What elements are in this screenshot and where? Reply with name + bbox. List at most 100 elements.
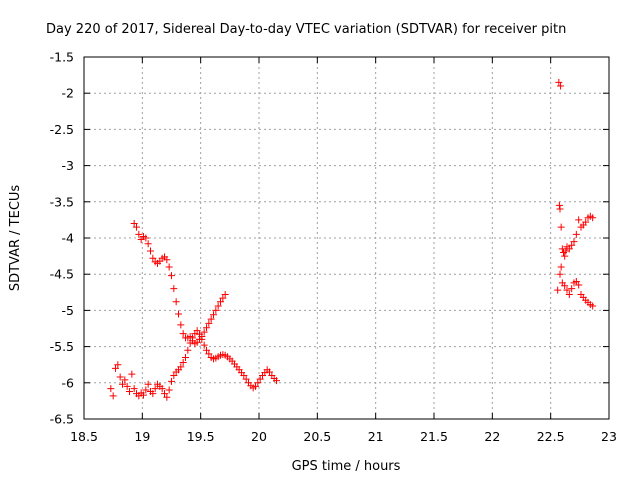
- data-point: [119, 380, 126, 388]
- data-point: [565, 245, 573, 253]
- data-point: [203, 346, 210, 354]
- grid-lines: [84, 57, 609, 419]
- data-point: [186, 332, 194, 340]
- x-tick-label: 21: [368, 429, 384, 444]
- data-point: [200, 328, 208, 336]
- data-point: [556, 205, 564, 213]
- data-point: [256, 375, 264, 383]
- data-point: [149, 390, 157, 398]
- data-points: [107, 78, 597, 401]
- data-point: [107, 385, 115, 393]
- data-point: [170, 372, 178, 380]
- data-point: [198, 332, 206, 340]
- data-point: [133, 223, 140, 231]
- data-point: [175, 310, 182, 318]
- data-series: [130, 220, 229, 348]
- data-point: [575, 216, 583, 224]
- x-tick-label: 18.5: [70, 429, 98, 444]
- data-point: [561, 252, 569, 260]
- data-point: [177, 363, 185, 371]
- data-point: [168, 272, 175, 280]
- data-point: [172, 298, 180, 306]
- data-point: [555, 201, 563, 209]
- data-point: [254, 379, 262, 387]
- data-point: [562, 247, 570, 255]
- x-tick-label: 20: [251, 429, 267, 444]
- data-point: [568, 285, 576, 293]
- data-point: [179, 330, 187, 338]
- data-point: [557, 223, 565, 231]
- y-tick-label: -5.5: [50, 339, 74, 354]
- data-point: [135, 230, 143, 238]
- data-point: [130, 220, 138, 228]
- data-point: [217, 298, 224, 306]
- data-point: [144, 380, 152, 388]
- data-point: [142, 234, 150, 242]
- data-point: [121, 376, 129, 384]
- data-point: [207, 315, 215, 323]
- y-tick-label: -2: [62, 86, 74, 101]
- data-point: [555, 78, 563, 86]
- data-point: [572, 277, 580, 285]
- data-series: [107, 327, 280, 401]
- y-axis-label: SDTVAR / TECUs: [8, 185, 23, 292]
- data-point: [242, 375, 250, 383]
- data-point: [114, 361, 122, 369]
- y-tick-label: -5: [62, 303, 74, 318]
- data-point: [116, 373, 124, 381]
- data-point: [151, 385, 159, 393]
- data-point: [163, 393, 171, 401]
- y-tick-label: -4.5: [50, 267, 74, 282]
- data-point: [589, 302, 597, 310]
- data-point: [563, 286, 571, 294]
- data-point: [165, 386, 173, 394]
- data-point: [168, 377, 175, 385]
- data-point: [558, 245, 566, 253]
- data-point: [130, 385, 138, 393]
- x-axis-label: GPS time / hours: [292, 459, 401, 474]
- x-tick-label: 23: [601, 429, 617, 444]
- data-point: [554, 286, 562, 294]
- data-series: [554, 78, 597, 310]
- data-point: [589, 214, 597, 222]
- y-tick-label: -6.5: [50, 412, 74, 427]
- x-tick-label: 22.5: [537, 429, 565, 444]
- y-tick-label: -4: [62, 231, 75, 246]
- y-tick-label: -2.5: [50, 122, 74, 137]
- data-point: [582, 218, 590, 226]
- y-tick-label: -3.5: [50, 194, 74, 209]
- data-point: [214, 302, 222, 310]
- x-tick-label: 20.5: [303, 429, 331, 444]
- data-point: [557, 82, 565, 90]
- data-point: [219, 294, 227, 302]
- data-point: [158, 385, 166, 393]
- x-tick-label: 22: [484, 429, 500, 444]
- data-point: [568, 241, 576, 249]
- data-point: [200, 341, 208, 349]
- data-point: [273, 377, 280, 385]
- data-point: [142, 386, 150, 394]
- data-point: [126, 387, 133, 395]
- data-point: [205, 319, 213, 327]
- data-point: [565, 290, 573, 298]
- data-point: [203, 324, 210, 332]
- data-point: [112, 364, 119, 372]
- data-point: [240, 372, 248, 380]
- data-point: [212, 306, 220, 314]
- data-point: [170, 285, 178, 293]
- data-point: [128, 370, 136, 378]
- x-tick-label: 19.5: [187, 429, 215, 444]
- chart-title: Day 220 of 2017, Sidereal Day-to-day VTE…: [46, 22, 566, 37]
- data-point: [221, 290, 229, 298]
- data-point: [210, 311, 217, 319]
- y-tick-label: -1.5: [50, 50, 74, 65]
- data-point: [205, 350, 213, 358]
- data-point: [147, 247, 154, 255]
- data-point: [575, 281, 583, 289]
- data-point: [144, 240, 152, 248]
- data-point: [570, 238, 578, 246]
- data-point: [557, 263, 565, 271]
- y-tick-label: -6: [62, 375, 75, 390]
- data-point: [140, 391, 147, 399]
